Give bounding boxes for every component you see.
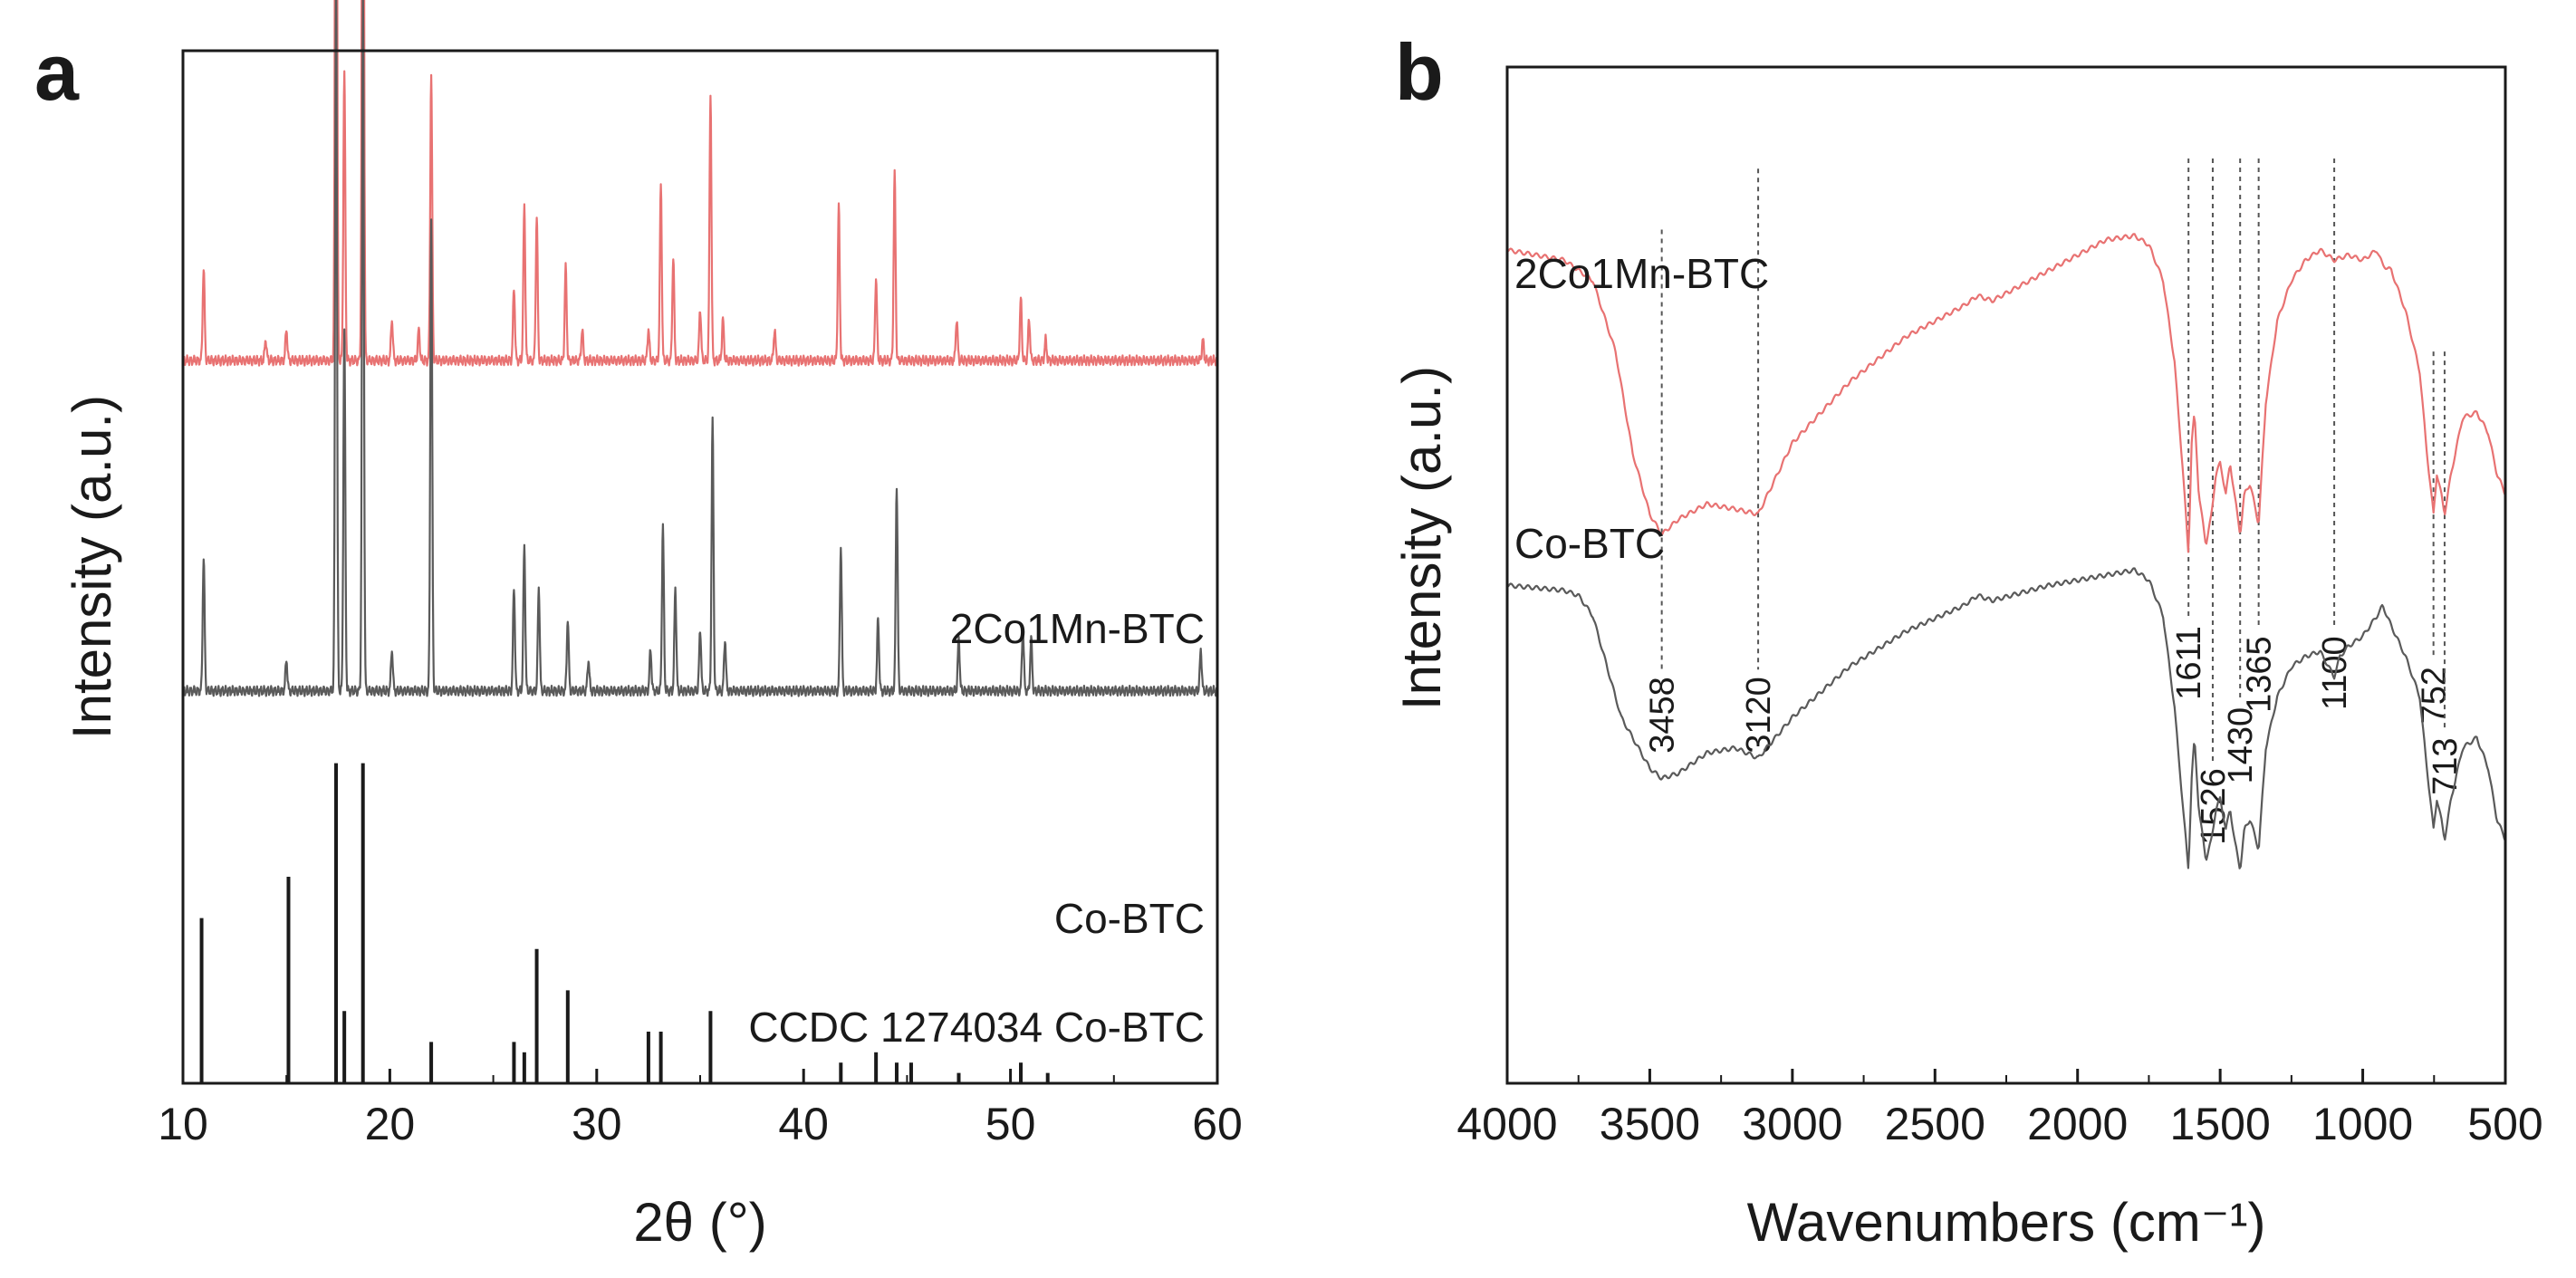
panel-a-x-axis-title: 2θ (°) (633, 1192, 766, 1253)
a-x-tick-label: 10 (158, 1099, 208, 1149)
panel-a-letter: a (34, 27, 80, 117)
series-label-co-btc-b: Co-BTC (1514, 520, 1665, 567)
a-x-tick-label: 30 (572, 1099, 622, 1149)
a-x-tick-label: 20 (365, 1099, 416, 1149)
panel-b-y-axis-title: Intensity (a.u.) (1391, 366, 1452, 710)
annotation-label: 1526 (2195, 768, 2233, 845)
panel-b-frame (1505, 65, 2507, 1085)
b-x-tick-label: 3500 (1600, 1099, 1700, 1149)
annotation-label: 3120 (1740, 677, 1778, 754)
annotation-label: 1611 (2170, 626, 2208, 700)
panel-a-y-axis-title: Intensity (a.u.) (62, 395, 122, 739)
b-x-tick-label: 500 (2467, 1099, 2542, 1149)
panel-a: a 10 20 30 40 50 60 2Co1Mn-BTC Co-BTC CCDC 12… (34, 0, 1243, 1253)
a-x-tick-label: 60 (1192, 1099, 1243, 1149)
series-label-2co1mn-btc-a: 2Co1Mn-BTC (950, 605, 1205, 652)
annotation-label: 1365 (2241, 636, 2279, 713)
series-label-ccdc-reference: CCDC 1274034 Co-BTC (748, 1004, 1205, 1051)
annotation-label: 1430 (2222, 707, 2260, 784)
series-label-2co1mn-btc-b: 2Co1Mn-BTC (1514, 250, 1769, 297)
b-x-tick-label: 2500 (1885, 1099, 1985, 1149)
panel-a-ticks: 10 20 30 40 50 60 (158, 1069, 1243, 1149)
b-x-tick-label: 2000 (2027, 1099, 2128, 1149)
panel-b-ticks: 4000 3500 3000 2500 2000 1500 1000 500 (1456, 1069, 2543, 1149)
panel-b-series-group (1506, 233, 2507, 870)
ftir-series-line-0 (1506, 233, 2507, 553)
xrd-series-line-0 (181, 0, 1218, 367)
annotation-label: 3458 (1644, 677, 1682, 754)
b-x-tick-label: 1000 (2312, 1099, 2413, 1149)
a-x-tick-label: 50 (985, 1099, 1036, 1149)
panel-b-x-axis-title: Wavenumbers (cm⁻¹) (1747, 1192, 2266, 1253)
series-label-co-btc-a: Co-BTC (1054, 895, 1205, 942)
panel-b-letter: b (1395, 27, 1444, 117)
b-x-tick-label: 1500 (2170, 1099, 2271, 1149)
ftir-series-line-1 (1506, 567, 2507, 870)
xrd-series-line-1 (181, 0, 1218, 697)
b-x-tick-label: 4000 (1456, 1099, 1557, 1149)
b-x-tick-label: 3000 (1742, 1099, 1842, 1149)
a-x-tick-label: 40 (778, 1099, 829, 1149)
